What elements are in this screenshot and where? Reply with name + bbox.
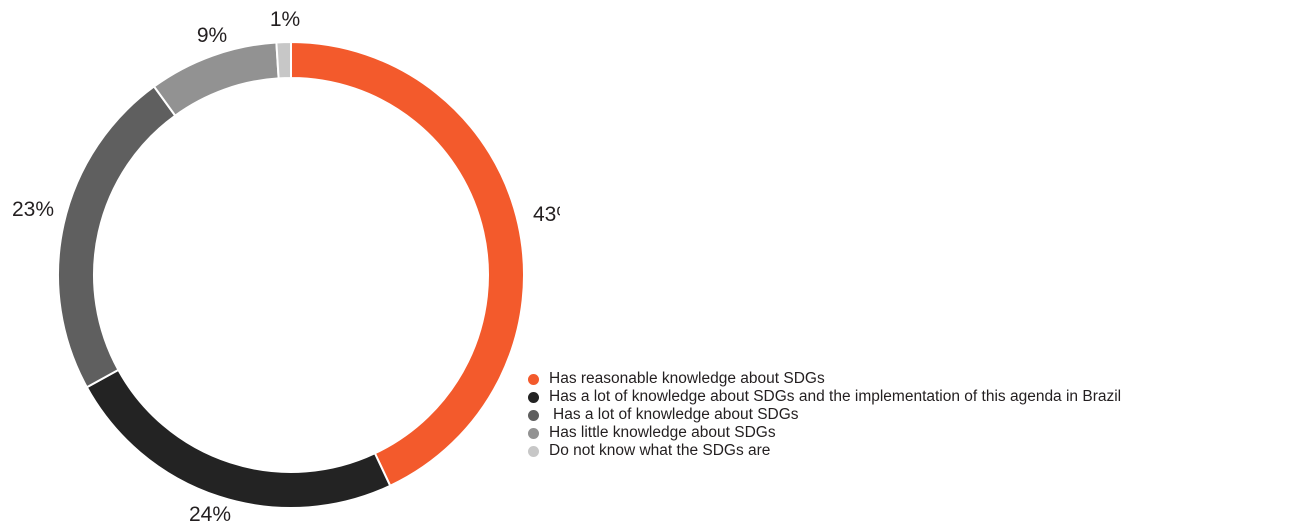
legend-label: Has a lot of knowledge about SDGs bbox=[553, 406, 799, 423]
legend-item: Has little knowledge about SDGs bbox=[528, 424, 1121, 442]
donut-slice-3 bbox=[57, 85, 177, 389]
donut-slice-4 bbox=[152, 41, 280, 118]
legend-label: Has reasonable knowledge about SDGs bbox=[549, 370, 825, 387]
legend-item: Do not know what the SDGs are bbox=[528, 442, 1121, 460]
legend-item: Has reasonable knowledge about SDGs bbox=[528, 370, 1121, 388]
legend-swatch bbox=[528, 409, 539, 421]
slice-percent-label: 23% bbox=[12, 198, 54, 221]
legend-swatch bbox=[528, 373, 539, 385]
slice-percent-label: 43% bbox=[533, 203, 560, 226]
chart-legend: Has reasonable knowledge about SDGs Has a… bbox=[528, 370, 1121, 460]
legend-swatch bbox=[528, 391, 539, 403]
legend-item: Has a lot of knowledge about SDGs bbox=[528, 406, 1121, 424]
slice-percent-label: 1% bbox=[270, 8, 300, 31]
legend-label: Has a lot of knowledge about SDGs and th… bbox=[549, 388, 1122, 405]
legend-label: Has little knowledge about SDGs bbox=[549, 424, 776, 441]
legend-swatch bbox=[528, 427, 539, 439]
legend-swatch bbox=[528, 445, 539, 457]
donut-chart: 43% 24% 23% 9% 1% bbox=[12, 8, 560, 526]
donut-slice-5 bbox=[275, 40, 292, 80]
donut-slices bbox=[57, 40, 525, 509]
legend-label: Do not know what the SDGs are bbox=[549, 442, 771, 459]
legend-item: Has a lot of knowledge about SDGs and th… bbox=[528, 388, 1121, 406]
donut-slice-1 bbox=[290, 40, 525, 488]
slice-labels: 43% 24% 23% 9% 1% bbox=[12, 8, 560, 526]
slice-percent-label: 9% bbox=[197, 24, 227, 47]
slice-percent-label: 24% bbox=[189, 503, 231, 526]
donut-slice-2 bbox=[85, 368, 392, 509]
